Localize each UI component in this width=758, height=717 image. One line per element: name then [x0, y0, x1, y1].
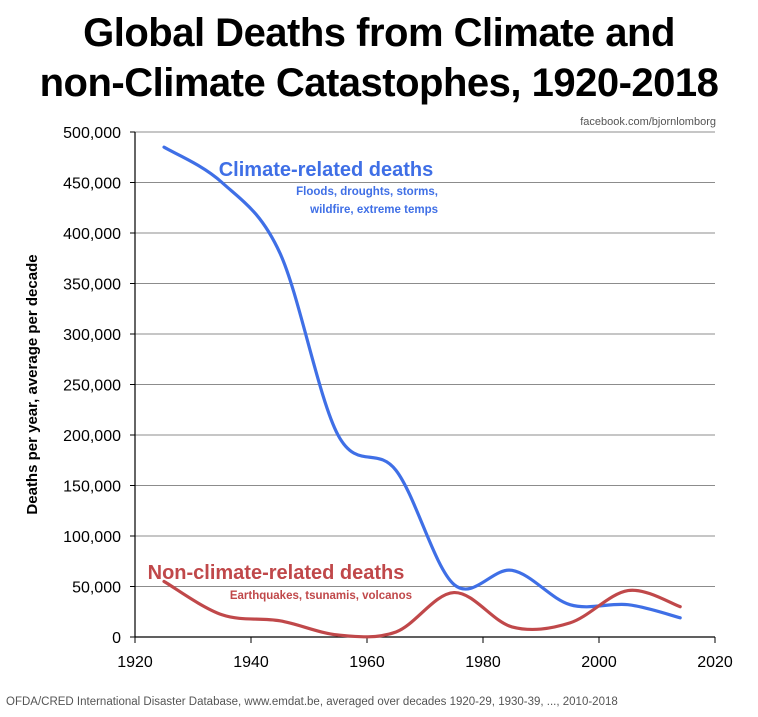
climate-series-subtitle-2: wildfire, extreme temps: [309, 204, 438, 216]
y-tick-label: 400,000: [63, 226, 121, 243]
y-tick-label: 0: [112, 630, 121, 647]
non-climate-series-label: Non-climate-related deaths: [148, 562, 405, 584]
non-climate-series-line: [162, 579, 682, 639]
climate-series-label: Climate-related deaths: [219, 159, 434, 181]
y-tick-label: 350,000: [63, 277, 121, 294]
non-climate-series-subtitle: Earthquakes, tsunamis, volcanos: [230, 590, 412, 602]
chart-title: Global Deaths from Climate and non-Clima…: [0, 8, 758, 108]
y-axis-ticks: 0 50,000 100,000 150,000 200,000 250,000 300,0…: [63, 125, 135, 647]
climate-series-subtitle-1: Floods, droughts, storms,: [296, 186, 438, 198]
x-tick-label: 1960: [349, 654, 385, 671]
y-tick-label: 300,000: [63, 327, 121, 344]
x-tick-label: 2000: [581, 654, 617, 671]
credit-text: facebook.com/bjornlomborg: [580, 116, 716, 128]
climate-series-line: [162, 145, 682, 620]
x-axis-ticks: 1920 1940 1960 1980 2000 2020: [117, 637, 733, 671]
x-tick-label: 2020: [697, 654, 733, 671]
x-tick-label: 1940: [233, 654, 269, 671]
chart-title-line-2: non-Climate Catastophes, 1920-2018: [39, 61, 719, 105]
y-tick-label: 450,000: [63, 176, 121, 193]
source-note: OFDA/CRED International Disaster Databas…: [6, 696, 618, 708]
line-chart: 0 50,000 100,000 150,000 200,000 250,000 300,0…: [24, 125, 733, 671]
series-lines: [162, 145, 682, 639]
y-tick-label: 50,000: [72, 580, 121, 597]
y-tick-label: 500,000: [63, 125, 121, 142]
chart-title-line-1: Global Deaths from Climate and: [83, 11, 675, 55]
x-tick-label: 1980: [465, 654, 501, 671]
y-tick-label: 150,000: [63, 479, 121, 496]
y-tick-label: 250,000: [63, 378, 121, 395]
grid-lines: [135, 131, 715, 587]
y-tick-label: 100,000: [63, 529, 121, 546]
y-tick-label: 200,000: [63, 428, 121, 445]
x-tick-label: 1920: [117, 654, 153, 671]
y-axis-label: Deaths per year, average per decade: [24, 254, 41, 514]
axes: [134, 132, 715, 638]
